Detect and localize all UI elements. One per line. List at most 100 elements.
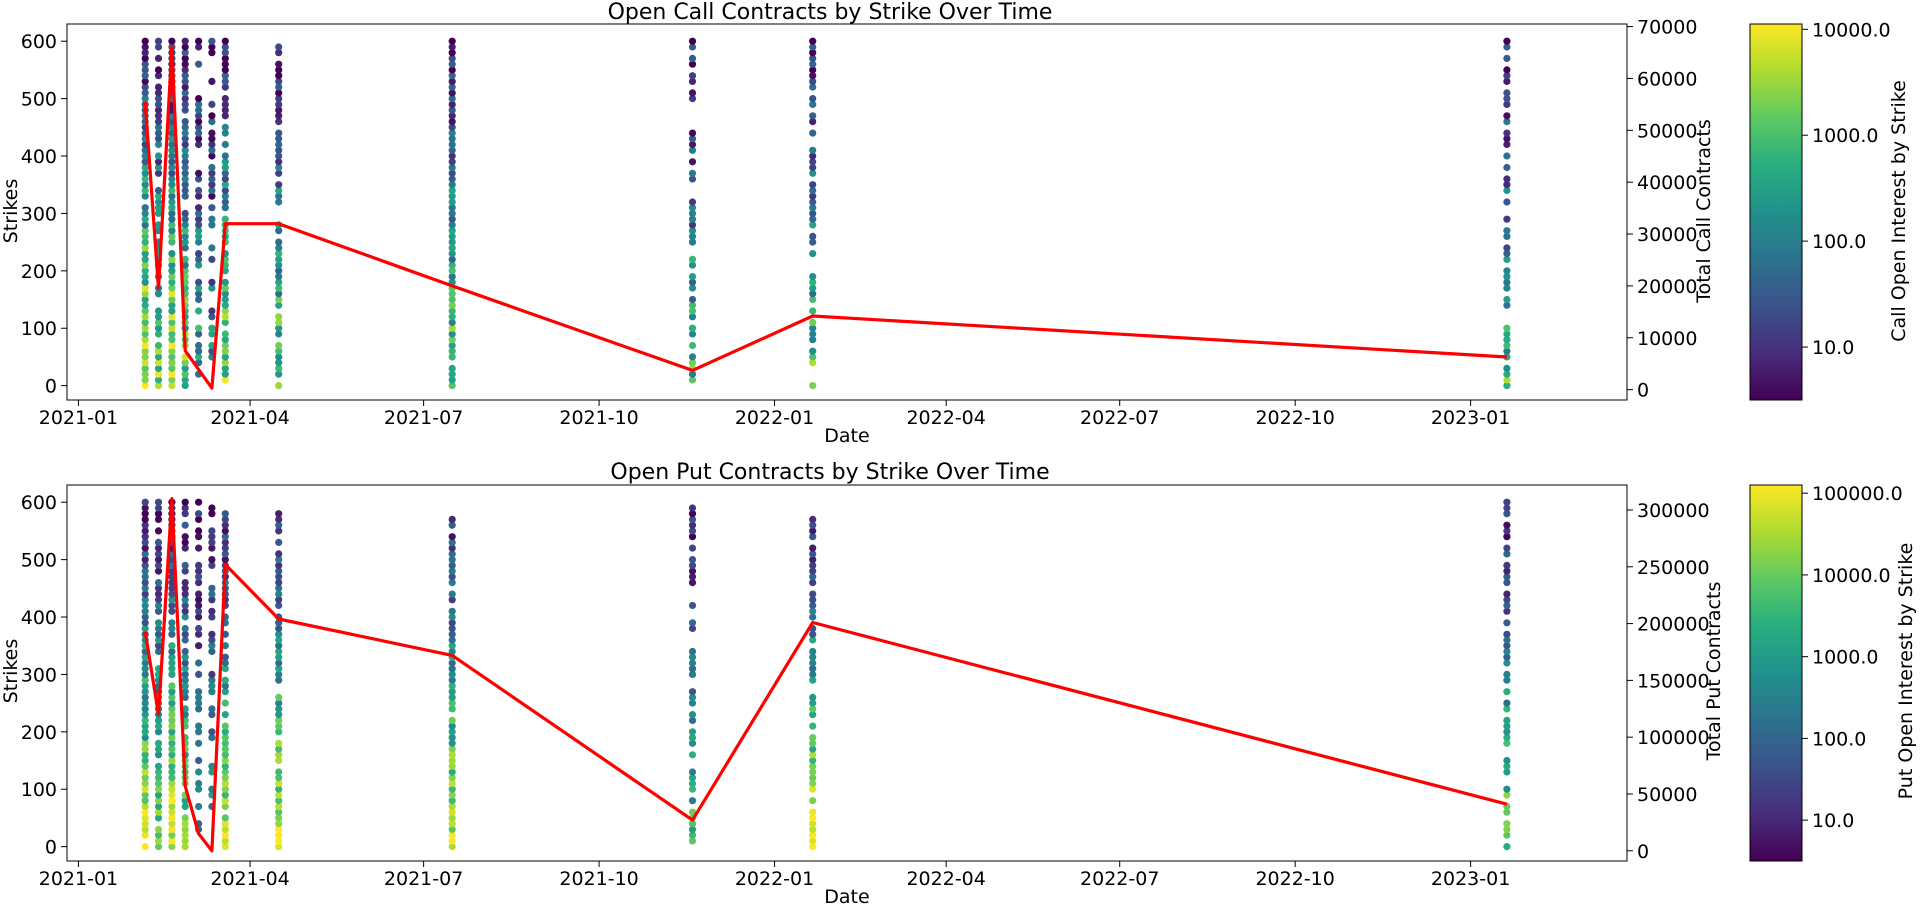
call-strike-dot bbox=[195, 186, 203, 195]
put-strike-dot bbox=[809, 630, 817, 638]
put-strike-dot bbox=[448, 515, 456, 524]
call-strike-dot bbox=[688, 169, 697, 177]
call-strike-dot bbox=[275, 313, 283, 321]
put-strike-dot bbox=[448, 636, 456, 644]
call-strike-dot bbox=[448, 273, 456, 281]
call-strike-dot bbox=[809, 192, 817, 200]
put-strike-dot bbox=[275, 808, 283, 816]
call-strike-dot bbox=[141, 250, 149, 258]
put-strike-dot bbox=[221, 653, 229, 661]
put-strike-dot bbox=[168, 630, 176, 638]
put-strike-dot bbox=[221, 843, 229, 851]
put-strike-dot bbox=[141, 711, 149, 719]
call-strike-dot bbox=[168, 341, 176, 350]
put-strike-dot bbox=[141, 820, 149, 828]
put-strike-dot bbox=[195, 670, 203, 679]
call-strike-dot bbox=[448, 89, 456, 97]
call-y-tick-label: 600 bbox=[21, 31, 57, 53]
put-strike-dot bbox=[448, 596, 456, 604]
call-strike-dot bbox=[195, 330, 203, 338]
call-strike-dot bbox=[221, 66, 229, 74]
put-strike-dot bbox=[181, 802, 189, 811]
call-strike-dot bbox=[448, 244, 456, 252]
put-colorbar-ticks: 10.0 100.0 1000.0 10000.0 100000.0 bbox=[1802, 483, 1903, 832]
put-strike-dot bbox=[221, 659, 229, 667]
call-strike-dot bbox=[208, 112, 216, 120]
call-strike-dot bbox=[154, 152, 163, 160]
put-strike-dot bbox=[181, 596, 189, 604]
put-strike-dot bbox=[275, 510, 283, 518]
put-strike-dot bbox=[1503, 510, 1511, 518]
put-strike-dot bbox=[448, 734, 456, 742]
put-y-tick-label: 600 bbox=[21, 492, 57, 514]
call-strike-dot bbox=[221, 140, 229, 149]
call-strike-dot bbox=[275, 238, 283, 246]
call-strike-dot bbox=[1503, 198, 1511, 206]
put-strike-dot bbox=[1503, 676, 1511, 684]
call-strike-dot bbox=[195, 37, 203, 45]
call-strike-dot bbox=[448, 169, 456, 177]
put-strike-dot bbox=[181, 670, 189, 679]
call-strike-dot bbox=[448, 232, 456, 240]
put-strike-dot bbox=[275, 745, 283, 753]
call-strike-dot bbox=[275, 60, 283, 68]
put-strike-dot bbox=[688, 510, 697, 518]
call-strike-dot bbox=[809, 295, 817, 304]
call-strike-dot bbox=[208, 37, 216, 45]
call-strike-dot bbox=[208, 330, 216, 338]
call-strike-dot bbox=[1503, 135, 1511, 143]
call-strike-dot bbox=[809, 181, 817, 189]
call-strike-dot bbox=[168, 215, 176, 223]
call-strike-dot bbox=[688, 54, 697, 63]
put-strike-dot bbox=[221, 797, 229, 805]
put-strike-dot bbox=[141, 498, 149, 506]
put-strike-dot bbox=[448, 843, 456, 851]
call-strike-dot bbox=[809, 221, 817, 229]
call-strike-dot bbox=[181, 95, 189, 103]
put-strike-dot bbox=[181, 630, 189, 638]
put-strike-dot bbox=[154, 596, 163, 604]
put-strike-dot bbox=[141, 607, 149, 615]
put-strike-dot bbox=[275, 751, 283, 759]
call-strike-dot bbox=[1503, 284, 1511, 292]
call-y-tick-label: 400 bbox=[21, 146, 57, 168]
put-strike-dot bbox=[181, 538, 189, 547]
call-strike-dot bbox=[221, 186, 229, 195]
put-strike-dot bbox=[181, 797, 189, 805]
call-strike-dot bbox=[195, 204, 203, 212]
put-strike-dot bbox=[448, 768, 456, 776]
call-strike-dot bbox=[181, 192, 189, 200]
call-strike-dot bbox=[141, 238, 149, 246]
call-strike-dot bbox=[448, 238, 456, 246]
put-strike-dot bbox=[809, 561, 817, 570]
call-strike-dot bbox=[221, 364, 229, 372]
put-strike-dot bbox=[141, 567, 149, 575]
call-strike-dot bbox=[195, 192, 203, 200]
put-strike-dot bbox=[275, 579, 283, 587]
put-y2-axis-label: Total Put Contracts bbox=[1703, 582, 1725, 762]
call-strike-dot bbox=[154, 169, 163, 177]
put-strike-dot bbox=[809, 699, 817, 707]
put-strike-dot bbox=[141, 579, 149, 587]
call-strike-dot bbox=[168, 261, 176, 269]
put-strike-dot bbox=[1503, 791, 1511, 799]
call-strike-dot bbox=[688, 273, 697, 281]
call-strike-dot bbox=[181, 244, 189, 252]
call-strike-dot bbox=[275, 95, 283, 103]
put-colorbar-tick-label: 100.0 bbox=[1812, 728, 1866, 750]
put-strike-dot bbox=[195, 642, 203, 650]
call-strike-dot bbox=[1503, 341, 1511, 350]
put-strike-dot bbox=[809, 613, 817, 621]
call-strike-dot bbox=[141, 255, 149, 263]
call-strike-dot bbox=[168, 284, 176, 292]
call-strike-dot bbox=[1503, 163, 1511, 172]
call-strike-dot bbox=[195, 250, 203, 258]
put-strike-dot bbox=[141, 538, 149, 547]
call-total-line bbox=[143, 45, 1507, 390]
call-strike-dot bbox=[141, 158, 149, 166]
put-strike-dot bbox=[208, 642, 216, 650]
call-strike-dot bbox=[809, 204, 817, 212]
call-strike-dot bbox=[208, 324, 216, 332]
put-strike-dot bbox=[208, 705, 216, 713]
call-strike-dot bbox=[208, 204, 216, 212]
